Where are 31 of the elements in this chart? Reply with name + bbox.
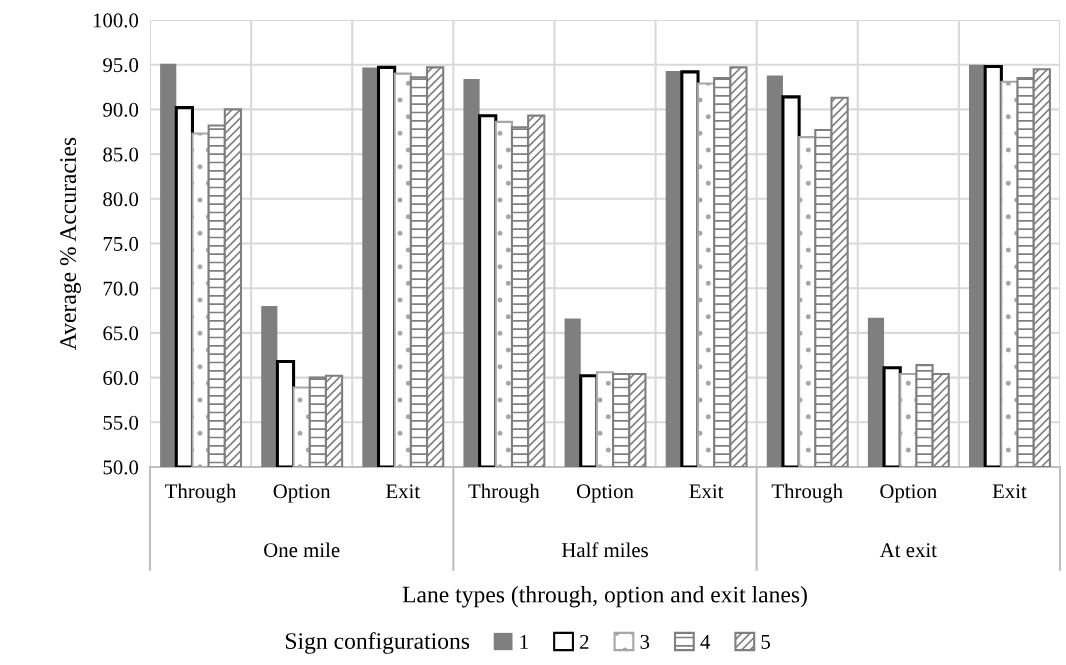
y-tick-label: 80.0 [103, 192, 139, 207]
y-tick-label: 75.0 [103, 236, 139, 252]
text: Half miles [561, 542, 648, 558]
text: At exit [879, 543, 937, 558]
x-tick-label: Exit [689, 484, 724, 499]
x-tick-label: Option [273, 484, 331, 503]
y-axis-title: Average % Accuracies [60, 137, 81, 350]
y-tick-label: 90.0 [103, 102, 139, 117]
y-tick-label: 50.0 [103, 460, 139, 475]
y-tick-label: 55.0 [103, 415, 139, 430]
x-tick-label: Exit [386, 484, 421, 499]
x-tick-label: Through [468, 483, 540, 503]
legend-label: 3 [640, 634, 650, 649]
x-axis-title: Lane types (through, option and exit lanes) [402, 585, 807, 608]
legend-label: 2 [580, 634, 589, 649]
y-tick-label: 100.0 [93, 13, 139, 28]
y-tick-label: 70.0 [103, 281, 139, 296]
y-tick-label: 60.0 [103, 370, 139, 386]
text: One mile [264, 542, 340, 558]
y-tick-label: 95.0 [103, 58, 139, 73]
x-tick-label: Option [576, 484, 634, 503]
x-tick-label: Option [880, 484, 937, 503]
legend-label: 4 [700, 634, 711, 649]
y-tick-label: 85.0 [103, 147, 139, 162]
legend-title: Sign configurations [285, 632, 470, 654]
x-tick-label: Exit [992, 484, 1027, 499]
y-tick-label: 65.0 [103, 326, 139, 341]
legend-label: 5 [761, 635, 771, 649]
legend-label: 1 [520, 634, 528, 649]
x-tick-label: Through [771, 483, 843, 503]
x-tick-label: Through [165, 483, 237, 503]
